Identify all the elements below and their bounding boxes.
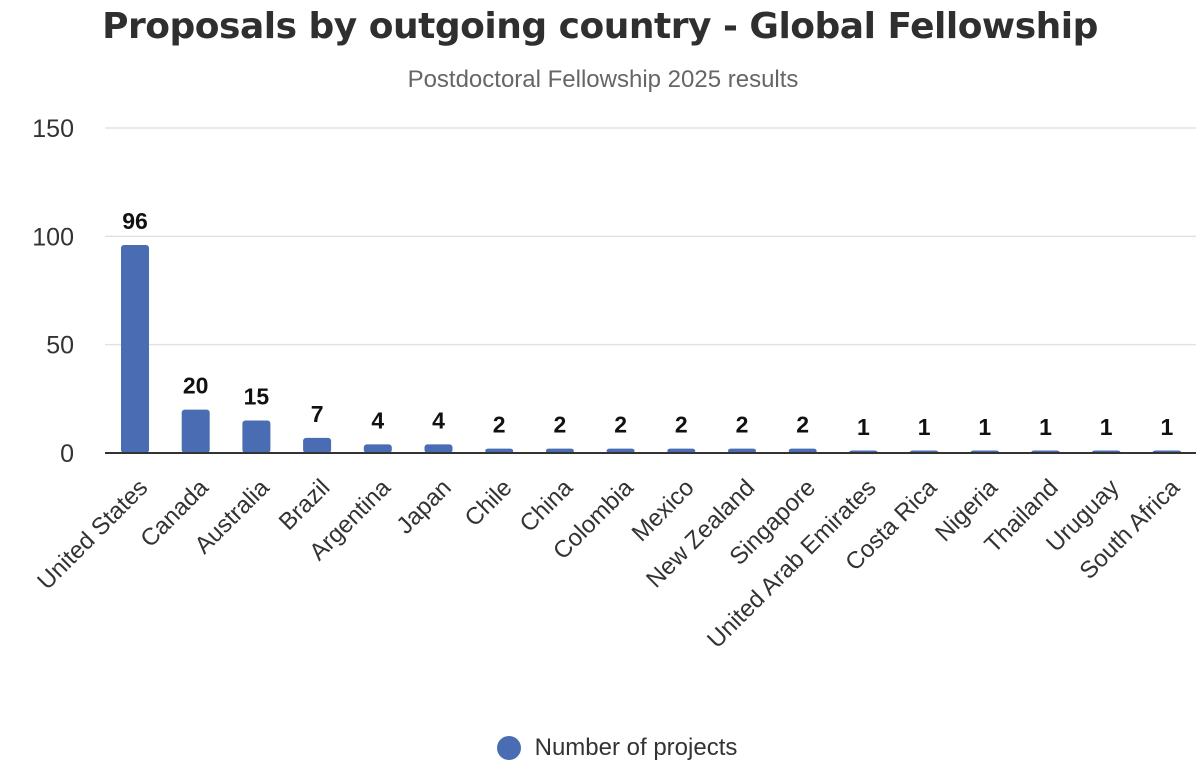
- data-label: 2: [796, 412, 809, 438]
- bar: [788, 448, 817, 453]
- y-tick-label: 100: [32, 223, 74, 251]
- bar: [242, 420, 271, 453]
- chart-title: Proposals by outgoing country - Global F…: [102, 6, 1098, 47]
- chart-subtitle: Postdoctoral Fellowship 2025 results: [407, 66, 799, 93]
- bar: [424, 444, 453, 453]
- bar: [667, 448, 696, 453]
- data-label: 15: [244, 384, 270, 410]
- y-tick-label: 50: [46, 332, 74, 360]
- bar: [545, 448, 574, 453]
- data-label: 1: [1161, 414, 1174, 440]
- data-label: 1: [918, 414, 931, 440]
- x-tick-label: Chile: [460, 474, 518, 532]
- x-tick-label: Japan: [391, 474, 456, 539]
- data-label: 1: [1100, 414, 1113, 440]
- bar: [121, 245, 149, 453]
- data-label: 96: [122, 208, 148, 234]
- data-label: 2: [675, 412, 688, 438]
- bar: [728, 448, 756, 453]
- bar: [606, 448, 635, 453]
- bar: [181, 409, 210, 453]
- data-label: 4: [432, 407, 445, 433]
- bar: [485, 448, 514, 453]
- data-label: 2: [736, 412, 749, 438]
- bar: [363, 444, 392, 453]
- bar: [303, 437, 332, 453]
- legend-label: Number of projects: [534, 734, 738, 761]
- data-label: 20: [183, 373, 209, 399]
- legend[interactable]: Number of projects: [0, 734, 1200, 762]
- y-tick-label: 150: [32, 115, 74, 143]
- data-label: 2: [493, 412, 506, 438]
- data-label: 2: [554, 412, 567, 438]
- y-tick-label: 0: [60, 440, 74, 468]
- data-label: 1: [978, 414, 991, 440]
- data-label: 1: [857, 414, 870, 440]
- legend-swatch-icon: [496, 736, 521, 760]
- data-label: 7: [311, 401, 324, 427]
- data-label: 1: [1039, 414, 1052, 440]
- data-label: 4: [371, 407, 384, 433]
- data-label: 2: [614, 412, 627, 438]
